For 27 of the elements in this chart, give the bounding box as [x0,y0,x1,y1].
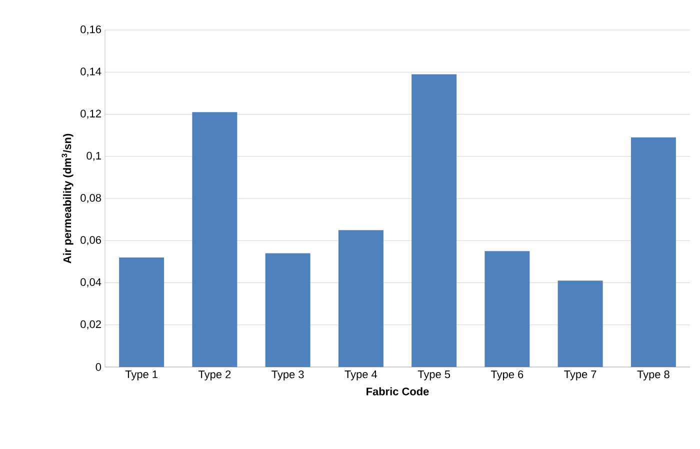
bar [119,257,164,367]
x-tick-label: Type 7 [564,370,596,380]
x-tick-label: Type 6 [490,370,524,380]
y-tick-label: 0,08 [80,194,101,204]
y-axis-title: Air permeability (dm$^{3}$/sn) [62,134,74,264]
y-tick-label: 0,14 [80,68,102,77]
bar [630,137,676,367]
x-axis-title: Fabric Code [366,387,429,396]
x-tick-label: Type 2 [198,370,231,380]
bar [484,251,530,367]
y-tick-label: 0,06 [80,236,101,246]
bar [338,230,384,367]
bar [192,112,238,367]
x-tick-label: Type 3 [272,370,304,380]
x-tick-label: Type 4 [344,370,378,380]
x-tick-label: Type 8 [637,370,670,380]
bar [558,280,603,367]
y-tick-label: 0,16 [80,25,101,35]
x-tick-label: Type 1 [125,370,158,380]
bar [265,253,310,367]
y-tick-label: 0,12 [80,110,101,119]
y-tick-label: 0,02 [80,320,101,330]
bar [412,74,457,367]
y-tick-label: 0,1 [86,152,101,161]
x-tick-label: Type 5 [418,370,450,380]
y-tick-label: 0 [96,363,102,371]
y-tick-label: 0,04 [80,278,102,288]
